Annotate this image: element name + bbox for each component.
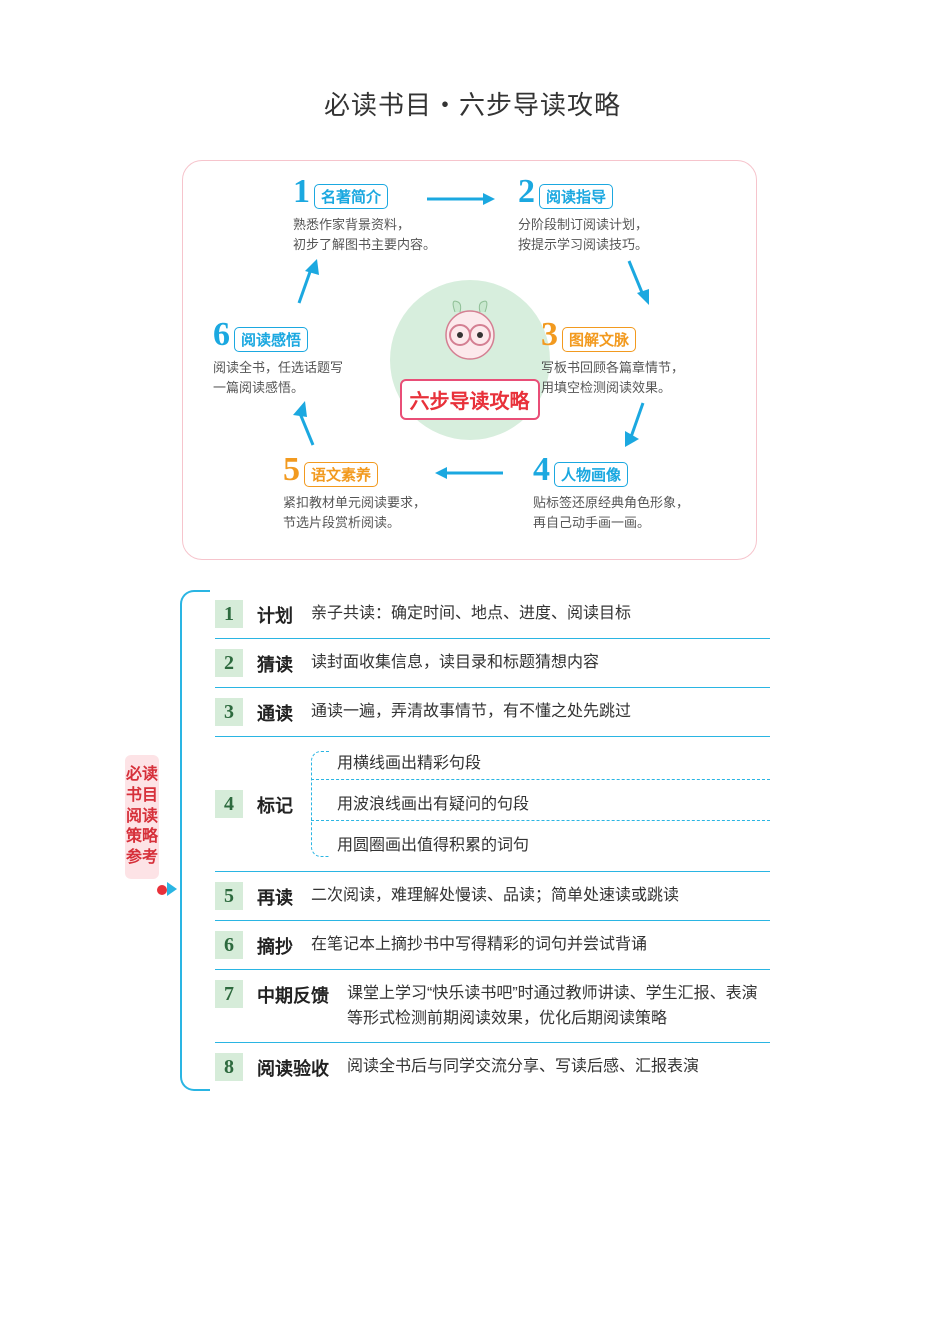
row-title: 摘抄 bbox=[257, 931, 297, 959]
sub-items: 用横线画出精彩句段 用波浪线画出有疑问的句段 用圆圈画出值得积累的词句 bbox=[311, 747, 770, 861]
row-desc: 亲子共读：确定时间、地点、进度、阅读目标 bbox=[311, 600, 631, 627]
row-title: 阅读验收 bbox=[257, 1053, 333, 1081]
cycle-step-6: 6 阅读感悟 阅读全书，任选话题写 一篇阅读感悟。 bbox=[213, 316, 413, 397]
cycle-diagram: 六步导读攻略 1 名著简介 熟悉作家背景资料， 初步了解图书主要内容。 2 阅读… bbox=[182, 160, 757, 560]
strategy-row: 7 中期反馈 课堂上学习“快乐读书吧”时通过教师讲读、学生汇报、表演等形式检测前… bbox=[215, 970, 770, 1043]
sub-item: 用横线画出精彩句段 bbox=[311, 747, 770, 780]
cycle-step-4: 4 人物画像 贴标签还原经典角色形象， 再自己动手画一画。 bbox=[533, 451, 733, 532]
arrow-icon bbox=[291, 399, 321, 449]
step-tag: 语文素养 bbox=[304, 462, 378, 487]
row-num: 8 bbox=[215, 1053, 243, 1081]
arrow-icon bbox=[435, 463, 505, 483]
row-desc: 课堂上学习“快乐读书吧”时通过教师讲读、学生汇报、表演等形式检测前期阅读效果，优… bbox=[347, 980, 770, 1032]
row-num: 5 bbox=[215, 882, 243, 910]
cycle-step-2: 2 阅读指导 分阶段制订阅读计划， 按提示学习阅读技巧。 bbox=[518, 173, 718, 254]
center-label: 六步导读攻略 bbox=[400, 379, 540, 420]
strategy-row: 8 阅读验收 阅读全书后与同学交流分享、写读后感、汇报表演 bbox=[215, 1043, 770, 1091]
step-tag: 阅读感悟 bbox=[234, 327, 308, 352]
strategy-list: 1 计划 亲子共读：确定时间、地点、进度、阅读目标 2 猜读 读封面收集信息，读… bbox=[215, 590, 770, 1091]
strategy-section: 必读书目阅读策略参考 1 计划 亲子共读：确定时间、地点、进度、阅读目标 2 猜… bbox=[130, 590, 770, 1091]
arrow-icon bbox=[425, 189, 495, 209]
row-desc: 在笔记本上摘抄书中写得精彩的词句并尝试背诵 bbox=[311, 931, 647, 958]
step-desc: 分阶段制订阅读计划， 按提示学习阅读技巧。 bbox=[518, 215, 718, 254]
step-desc: 写板书回顾各篇章情节， 用填空检测阅读效果。 bbox=[541, 358, 741, 397]
bracket-icon bbox=[180, 590, 210, 1091]
row-desc: 二次阅读，难理解处慢读、品读；简单处速读或跳读 bbox=[311, 882, 679, 909]
page-title: 必读书目・六步导读攻略 bbox=[0, 0, 945, 122]
strategy-row: 6 摘抄 在笔记本上摘抄书中写得精彩的词句并尝试背诵 bbox=[215, 921, 770, 970]
arrow-icon bbox=[623, 399, 653, 449]
row-num: 2 bbox=[215, 649, 243, 677]
step-num: 5 bbox=[283, 451, 300, 489]
row-num: 4 bbox=[215, 790, 243, 818]
bracket-icon bbox=[311, 751, 329, 857]
arrow-icon bbox=[623, 257, 653, 307]
row-num: 7 bbox=[215, 980, 243, 1008]
row-title: 通读 bbox=[257, 698, 297, 726]
step-desc: 紧扣教材单元阅读要求， 节选片段赏析阅读。 bbox=[283, 493, 483, 532]
strategy-row: 5 再读 二次阅读，难理解处慢读、品读；简单处速读或跳读 bbox=[215, 872, 770, 921]
step-num: 2 bbox=[518, 173, 535, 211]
step-desc: 贴标签还原经典角色形象， 再自己动手画一画。 bbox=[533, 493, 733, 532]
arrow-icon bbox=[291, 257, 321, 307]
row-title: 猜读 bbox=[257, 649, 297, 677]
side-arrow-icon bbox=[167, 882, 177, 896]
side-dot-icon bbox=[157, 885, 167, 895]
cycle-step-1: 1 名著简介 熟悉作家背景资料， 初步了解图书主要内容。 bbox=[293, 173, 493, 254]
strategy-row: 1 计划 亲子共读：确定时间、地点、进度、阅读目标 bbox=[215, 590, 770, 639]
row-desc: 通读一遍，弄清故事情节，有不懂之处先跳过 bbox=[311, 698, 631, 725]
sub-item: 用波浪线画出有疑问的句段 bbox=[311, 788, 770, 821]
strategy-row: 3 通读 通读一遍，弄清故事情节，有不懂之处先跳过 bbox=[215, 688, 770, 737]
sub-item: 用圆圈画出值得积累的词句 bbox=[311, 829, 770, 861]
step-num: 1 bbox=[293, 173, 310, 211]
row-num: 3 bbox=[215, 698, 243, 726]
row-title: 再读 bbox=[257, 882, 297, 910]
strategy-row: 2 猜读 读封面收集信息，读目录和标题猜想内容 bbox=[215, 639, 770, 688]
row-num: 1 bbox=[215, 600, 243, 628]
row-desc: 读封面收集信息，读目录和标题猜想内容 bbox=[311, 649, 599, 676]
step-tag: 名著简介 bbox=[314, 184, 388, 209]
row-num: 6 bbox=[215, 931, 243, 959]
cycle-step-3: 3 图解文脉 写板书回顾各篇章情节， 用填空检测阅读效果。 bbox=[541, 316, 741, 397]
step-num: 4 bbox=[533, 451, 550, 489]
step-desc: 阅读全书，任选话题写 一篇阅读感悟。 bbox=[213, 358, 413, 397]
side-label: 必读书目阅读策略参考 bbox=[125, 755, 159, 879]
row-desc: 阅读全书后与同学交流分享、写读后感、汇报表演 bbox=[347, 1053, 699, 1080]
step-tag: 阅读指导 bbox=[539, 184, 613, 209]
row-title: 标记 bbox=[257, 790, 297, 818]
step-tag: 图解文脉 bbox=[562, 327, 636, 352]
step-num: 6 bbox=[213, 316, 230, 354]
mascot-icon bbox=[430, 290, 510, 360]
row-title: 中期反馈 bbox=[257, 980, 333, 1008]
row-title: 计划 bbox=[257, 600, 297, 628]
step-desc: 熟悉作家背景资料， 初步了解图书主要内容。 bbox=[293, 215, 493, 254]
step-tag: 人物画像 bbox=[554, 462, 628, 487]
step-num: 3 bbox=[541, 316, 558, 354]
strategy-row: 4 标记 用横线画出精彩句段 用波浪线画出有疑问的句段 用圆圈画出值得积累的词句 bbox=[215, 737, 770, 872]
